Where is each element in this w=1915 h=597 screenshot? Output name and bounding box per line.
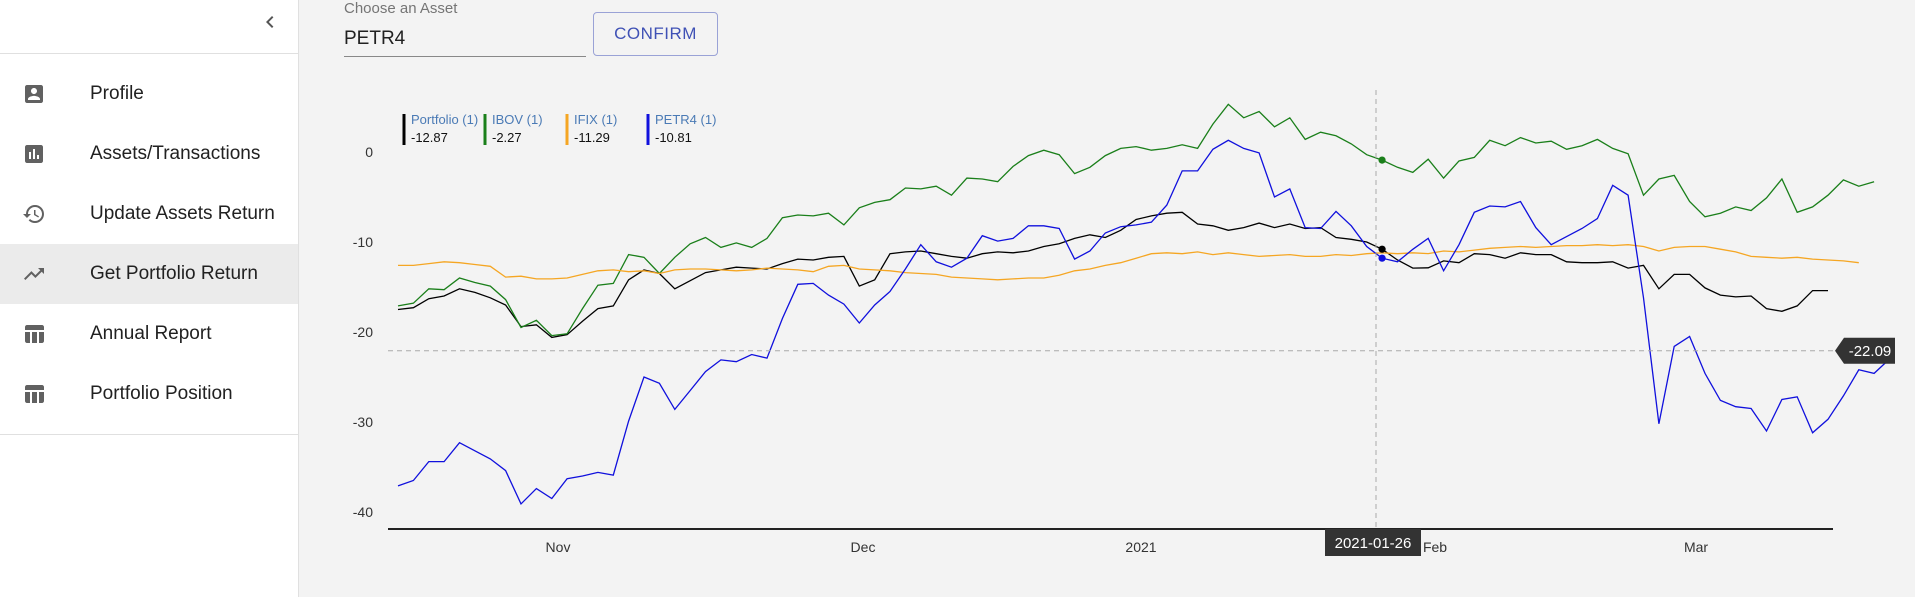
- sidebar-item-label: Portfolio Position: [90, 383, 233, 404]
- sidebar-divider: [0, 53, 298, 54]
- sidebar-item-label: Annual Report: [90, 323, 212, 344]
- sidebar-item-update-assets-return[interactable]: Update Assets Return: [0, 184, 298, 244]
- crosshair-date-label: 2021-01-26: [1335, 535, 1412, 552]
- hover-point: [1378, 156, 1386, 164]
- restore-icon: [23, 205, 44, 223]
- series-line: [397, 103, 1875, 337]
- crosshair-value-label: -22.09: [1849, 343, 1892, 360]
- x-tick-label: Feb: [1423, 539, 1447, 555]
- crosshair-value-badge: [1835, 337, 1895, 364]
- returns-line-chart[interactable]: Nov Dec 2021 Feb Mar 0 -10 -20 -30 -40 2021-01-26 -…: [298, 60, 1915, 597]
- x-tick-label: Dec: [851, 539, 876, 555]
- chevron-left-icon[interactable]: [258, 10, 282, 34]
- sidebar-item-get-portfolio-return[interactable]: Get Portfolio Return: [0, 244, 298, 304]
- sidebar-item-annual-report[interactable]: Annual Report: [0, 304, 298, 364]
- y-tick-label: -10: [353, 234, 373, 250]
- trending-up-icon: [24, 268, 44, 280]
- series-line: [397, 139, 1890, 506]
- sidebar-item-portfolio-position[interactable]: Portfolio Position: [0, 364, 298, 424]
- legend-series-value: -10.81: [655, 130, 692, 145]
- account-box-icon: [25, 85, 43, 103]
- legend-series-value: -2.27: [492, 130, 522, 145]
- legend-series-value: -11.29: [574, 130, 610, 145]
- legend-series-name: Portfolio (1): [411, 112, 478, 127]
- confirm-button[interactable]: CONFIRM: [593, 12, 718, 56]
- y-tick-label: -20: [353, 324, 373, 340]
- crosshair-date-badge: [1325, 529, 1421, 556]
- x-tick-label: Nov: [546, 539, 571, 555]
- sidebar: Profile Assets/Transactions Update Asset…: [0, 0, 299, 597]
- sidebar-item-label: Get Portfolio Return: [90, 263, 258, 284]
- legend-series-name: PETR4 (1): [655, 112, 716, 127]
- sidebar-item-label: Profile: [90, 83, 144, 104]
- series-line: [397, 211, 1828, 339]
- sidebar-item-label: Update Assets Return: [90, 203, 275, 224]
- y-tick-label: -40: [353, 504, 373, 520]
- legend-series-name: IBOV (1): [492, 112, 543, 127]
- series-line: [398, 244, 1859, 281]
- hover-point: [1378, 245, 1386, 253]
- table-icon: [25, 385, 44, 403]
- sidebar-item-label: Assets/Transactions: [90, 143, 261, 164]
- y-tick-label: 0: [365, 144, 373, 160]
- legend-series-value: -12.87: [411, 130, 448, 145]
- hover-point: [1378, 254, 1386, 262]
- x-tick-label: Mar: [1684, 539, 1708, 555]
- asset-input[interactable]: [344, 22, 586, 57]
- sidebar-item-profile[interactable]: Profile: [0, 64, 298, 124]
- y-tick-label: -30: [353, 414, 373, 430]
- sidebar-divider: [0, 434, 298, 435]
- x-tick-label: 2021: [1125, 539, 1156, 555]
- legend-series-name: IFIX (1): [574, 112, 617, 127]
- sidebar-item-assets-transactions[interactable]: Assets/Transactions: [0, 124, 298, 184]
- bar-chart-icon: [25, 145, 43, 163]
- asset-select-label: Choose an Asset: [344, 0, 458, 17]
- table-icon: [25, 325, 44, 343]
